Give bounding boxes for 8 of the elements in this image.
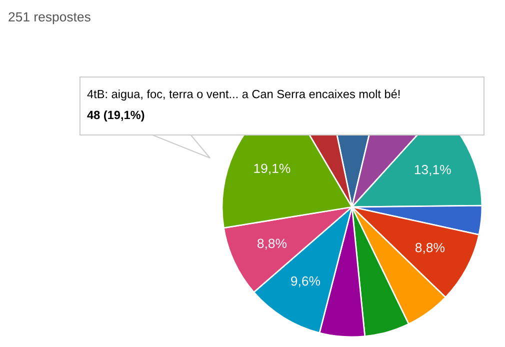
text: 48 (19,1%) <box>87 110 144 122</box>
data-label: 19,1% <box>254 164 290 175</box>
text: 251 respostes <box>8 12 90 24</box>
text: 4tB: aigua, foc, terra o vent... a Can Serra encaixes molt bé! <box>87 89 400 101</box>
data-label: 8,8% <box>257 238 287 250</box>
data-label: 8,8% <box>415 242 445 254</box>
data-label: 9,6% <box>291 276 320 288</box>
data-label: 13,1% <box>414 164 451 176</box>
